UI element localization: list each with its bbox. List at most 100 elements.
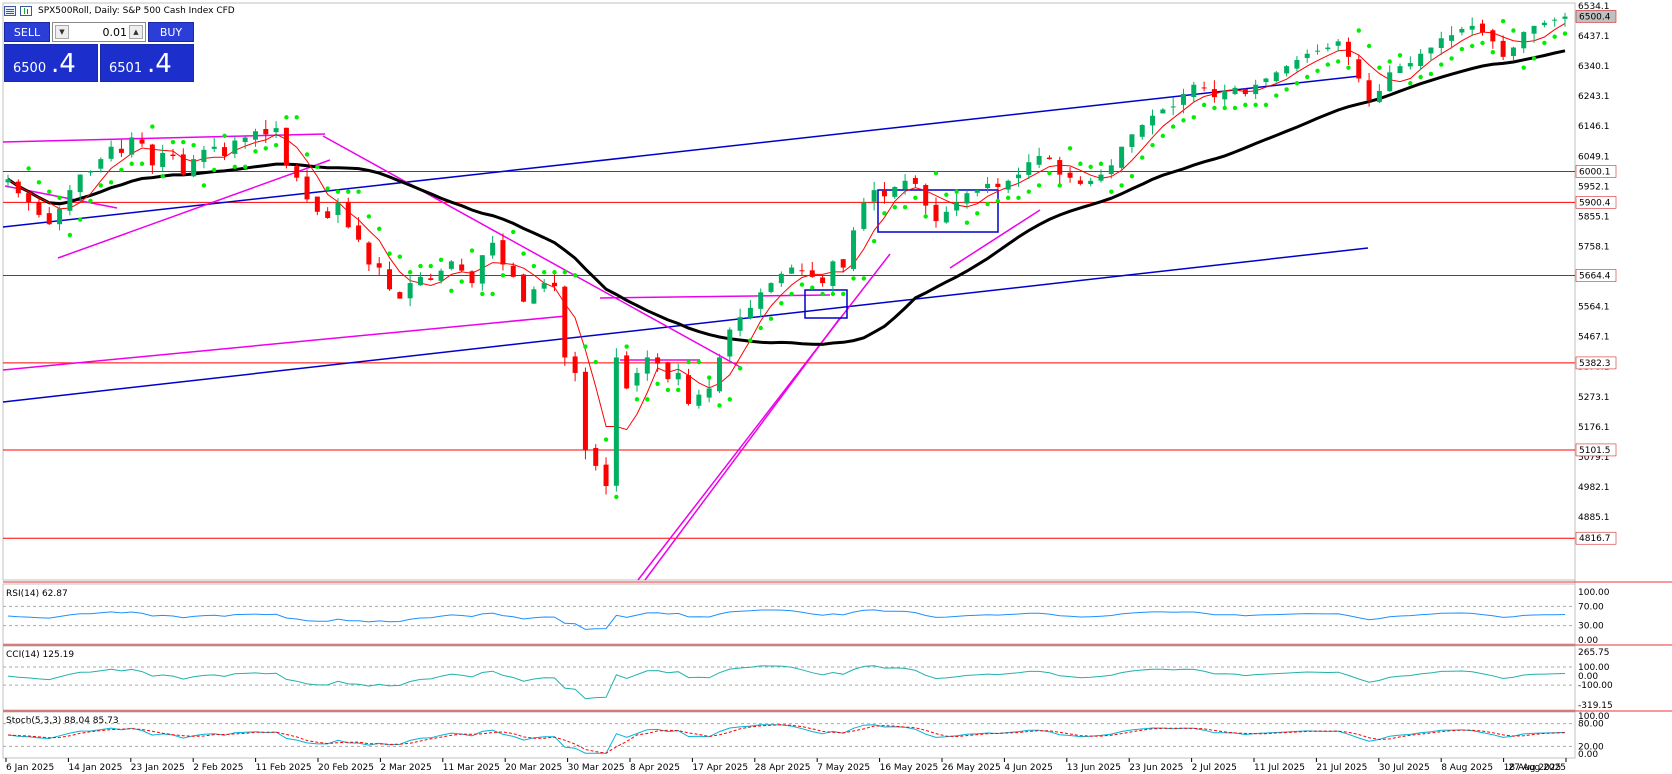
sell-price-box[interactable]: 6500 .4	[4, 44, 98, 82]
candle-body	[510, 265, 516, 277]
psar-dot	[964, 220, 970, 225]
candle-body	[5, 179, 11, 183]
candle	[1428, 47, 1434, 61]
menu-icon[interactable]	[4, 6, 16, 16]
psar-dot	[552, 270, 557, 275]
psar-dot	[1387, 59, 1392, 64]
candle	[1201, 81, 1207, 92]
candle-body	[954, 202, 960, 211]
candle	[1356, 54, 1362, 83]
candle-body	[1057, 160, 1063, 175]
psar-dot	[1253, 102, 1258, 108]
horizontal-levels[interactable]	[3, 170, 1575, 539]
psar-dot	[1191, 115, 1196, 120]
cci-label: CCI(14) 125.19	[6, 650, 74, 660]
candle-body	[201, 149, 207, 162]
level-flag-2: 5664.4	[1579, 272, 1611, 282]
candle-body	[789, 267, 795, 274]
candle-body	[479, 255, 485, 284]
chevron-up-icon[interactable]: ▲	[129, 25, 143, 39]
psar-dot	[263, 146, 268, 151]
candle-body	[830, 261, 836, 286]
psar-dot	[1088, 164, 1093, 170]
level-flag-1-bg	[1575, 196, 1617, 209]
candle	[1211, 80, 1217, 103]
candle-body	[438, 270, 444, 281]
candle-body	[335, 202, 341, 215]
psar-dot	[356, 189, 361, 194]
rsi-line	[7, 609, 1566, 630]
trendlines[interactable]	[2, 75, 1369, 581]
candle-body	[881, 190, 887, 197]
candle	[201, 145, 207, 169]
psar-dot	[1232, 105, 1238, 111]
psar-dot	[242, 164, 248, 170]
price-level-flags: 6000.1 5900.4 5664.4 5382.3 5101.5 4816.7 6500…	[1575, 10, 1617, 545]
candle	[758, 288, 764, 318]
candle	[1150, 109, 1156, 135]
chart-type-icon[interactable]	[20, 6, 32, 16]
buy-button[interactable]: BUY	[148, 22, 194, 42]
psar-dot	[1119, 183, 1124, 188]
psar-dot	[892, 204, 897, 210]
candle	[1057, 156, 1063, 184]
psar-dot	[150, 124, 155, 129]
candle-body	[118, 148, 124, 153]
candle	[1510, 46, 1516, 61]
candle-body	[727, 329, 733, 357]
volume-stepper[interactable]: ▼ 0.01 ▲	[52, 22, 146, 42]
date-label: 18 Aug 2025	[1504, 763, 1562, 773]
volume-input[interactable]: 0.01	[102, 26, 128, 39]
chevron-down-icon[interactable]: ▼	[55, 25, 69, 39]
psar-dot	[129, 161, 134, 166]
candle	[686, 368, 692, 406]
psar-dot	[779, 301, 784, 306]
psar-dot	[1418, 74, 1423, 80]
date-label: 8 Aug 2025	[1441, 763, 1493, 773]
level-flag-3-bg	[1575, 356, 1617, 370]
cci-pane[interactable]: 265.75 100.000.00-100.00 -319.15	[3, 648, 1613, 711]
candle-body	[923, 185, 929, 206]
cci-tick: 0.00	[1578, 672, 1598, 682]
candle	[15, 179, 21, 198]
candle-body	[603, 464, 609, 487]
symbol-title: SPX500Roll, Daily: S&P 500 Cash Index CF…	[38, 6, 235, 16]
candlesticks[interactable]	[5, 12, 1568, 495]
candle	[820, 275, 826, 287]
candle	[1160, 107, 1166, 114]
buy-price-box[interactable]: 6501 .4	[100, 44, 194, 82]
candle-body	[387, 269, 393, 290]
psar-dot	[253, 149, 258, 154]
candle	[861, 197, 867, 232]
psar-dot	[1552, 34, 1557, 39]
sell-button[interactable]: SELL	[4, 22, 50, 42]
buy-price-big: .4	[147, 49, 172, 79]
candle	[46, 207, 52, 225]
date-label: 27 Aug 2025	[1508, 763, 1566, 773]
candle	[1541, 20, 1547, 28]
psar-dot	[480, 291, 485, 297]
candle-body	[46, 213, 52, 225]
psar-dot	[1005, 195, 1011, 201]
candle-body	[1397, 66, 1403, 73]
psar-dot	[686, 359, 691, 365]
candle-body	[397, 292, 403, 299]
psar-dot	[1469, 43, 1475, 49]
candle	[139, 132, 145, 147]
psar-dot	[1263, 102, 1269, 108]
psar-dot	[562, 270, 568, 275]
rsi-pane[interactable]: 100.00 70.00 30.00 0.00	[3, 588, 1610, 646]
candle	[335, 198, 341, 224]
psar-dot	[1129, 173, 1135, 179]
candle-body	[1459, 28, 1465, 33]
psar-dot	[1325, 62, 1331, 67]
psar-dot	[212, 167, 217, 173]
psar-dot	[1521, 65, 1526, 70]
candle	[541, 278, 547, 293]
psar-dot	[1181, 118, 1186, 123]
psar-dot	[1500, 19, 1506, 24]
candle	[1562, 12, 1568, 27]
candle-body	[15, 181, 21, 194]
